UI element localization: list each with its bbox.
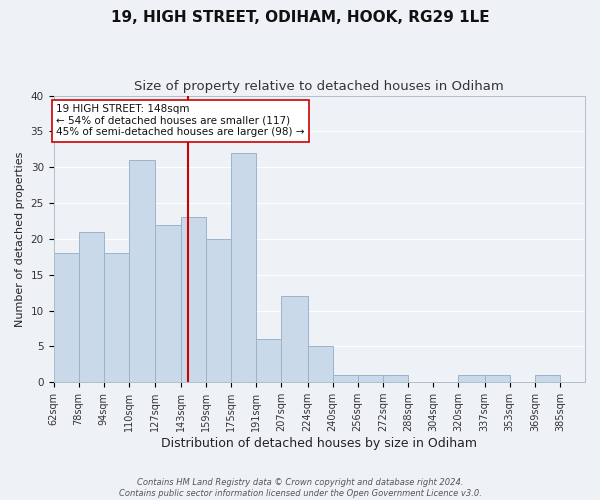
Text: 19, HIGH STREET, ODIHAM, HOOK, RG29 1LE: 19, HIGH STREET, ODIHAM, HOOK, RG29 1LE xyxy=(110,10,490,25)
Bar xyxy=(535,375,560,382)
Bar xyxy=(358,375,383,382)
Bar xyxy=(485,375,510,382)
Text: 19 HIGH STREET: 148sqm
← 54% of detached houses are smaller (117)
45% of semi-de: 19 HIGH STREET: 148sqm ← 54% of detached… xyxy=(56,104,305,138)
Bar xyxy=(79,232,104,382)
Bar xyxy=(155,224,181,382)
Bar xyxy=(458,375,485,382)
Bar xyxy=(332,375,358,382)
Y-axis label: Number of detached properties: Number of detached properties xyxy=(15,151,25,326)
Bar xyxy=(383,375,408,382)
Bar xyxy=(206,239,230,382)
Bar xyxy=(181,218,206,382)
Bar xyxy=(281,296,308,382)
Bar xyxy=(230,153,256,382)
Text: Contains HM Land Registry data © Crown copyright and database right 2024.
Contai: Contains HM Land Registry data © Crown c… xyxy=(119,478,481,498)
Bar xyxy=(104,253,129,382)
Bar xyxy=(53,253,79,382)
Bar xyxy=(256,339,281,382)
X-axis label: Distribution of detached houses by size in Odiham: Distribution of detached houses by size … xyxy=(161,437,477,450)
Title: Size of property relative to detached houses in Odiham: Size of property relative to detached ho… xyxy=(134,80,504,93)
Bar xyxy=(308,346,332,382)
Bar xyxy=(129,160,155,382)
